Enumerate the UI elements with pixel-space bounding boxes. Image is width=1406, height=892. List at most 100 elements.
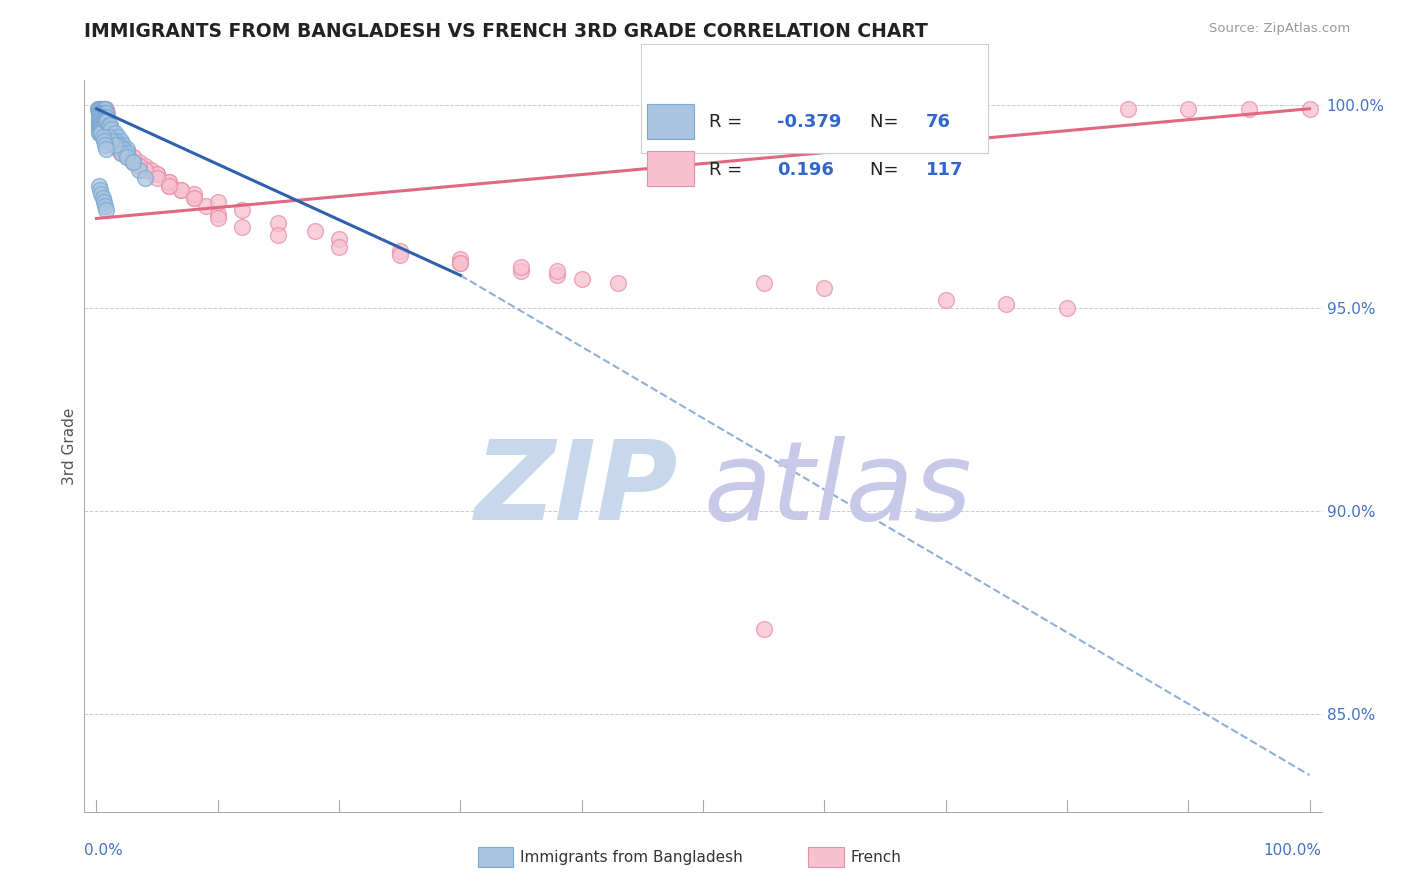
- Text: atlas: atlas: [703, 436, 972, 543]
- Point: [93, 114, 115, 128]
- Point: [90, 110, 112, 124]
- Point: [139, 162, 162, 177]
- Point: [100, 134, 122, 148]
- Point: [107, 138, 129, 153]
- Point: [571, 272, 593, 286]
- Point: [94, 102, 117, 116]
- Point: [89, 105, 111, 120]
- Point: [96, 142, 118, 156]
- Point: [97, 126, 120, 140]
- Point: [96, 102, 118, 116]
- Point: [146, 167, 169, 181]
- Point: [170, 183, 193, 197]
- Point: [134, 170, 156, 185]
- Point: [115, 151, 138, 165]
- Point: [104, 126, 127, 140]
- Point: [91, 105, 114, 120]
- FancyBboxPatch shape: [647, 152, 695, 186]
- Point: [93, 105, 115, 120]
- Point: [328, 232, 350, 246]
- Point: [97, 130, 120, 145]
- Point: [110, 146, 132, 161]
- Point: [510, 264, 533, 278]
- Point: [94, 110, 117, 124]
- Point: [90, 118, 112, 132]
- Point: [231, 219, 253, 234]
- Point: [89, 105, 111, 120]
- Point: [94, 199, 117, 213]
- Text: 0.196: 0.196: [778, 161, 834, 178]
- Point: [128, 154, 150, 169]
- Point: [91, 102, 114, 116]
- Point: [89, 114, 111, 128]
- Point: [96, 110, 118, 124]
- Point: [93, 102, 115, 116]
- Point: [96, 105, 118, 120]
- Point: [122, 151, 145, 165]
- Point: [90, 126, 112, 140]
- Point: [87, 102, 110, 116]
- Point: [510, 260, 533, 275]
- Point: [100, 134, 122, 148]
- Text: ZIP: ZIP: [475, 436, 678, 543]
- Point: [231, 203, 253, 218]
- Point: [87, 126, 110, 140]
- Text: 0.0%: 0.0%: [84, 843, 124, 858]
- Point: [94, 114, 117, 128]
- Text: French: French: [851, 850, 901, 864]
- Point: [89, 110, 111, 124]
- Point: [89, 118, 111, 132]
- Point: [112, 138, 135, 153]
- Text: 117: 117: [925, 161, 963, 178]
- Text: 100.0%: 100.0%: [1264, 843, 1322, 858]
- Text: R =: R =: [709, 161, 748, 178]
- Point: [90, 105, 112, 120]
- Point: [91, 191, 114, 205]
- Point: [93, 114, 115, 128]
- Point: [107, 138, 129, 153]
- Point: [87, 114, 110, 128]
- Point: [91, 110, 114, 124]
- Point: [93, 105, 115, 120]
- Point: [87, 102, 110, 116]
- Point: [90, 102, 112, 116]
- Text: Source: ZipAtlas.com: Source: ZipAtlas.com: [1209, 22, 1350, 36]
- Point: [87, 110, 110, 124]
- Point: [183, 191, 205, 205]
- Point: [157, 178, 180, 193]
- Point: [94, 138, 117, 153]
- Point: [115, 146, 138, 161]
- Point: [1298, 102, 1320, 116]
- Text: 76: 76: [925, 113, 950, 131]
- Point: [96, 114, 118, 128]
- Point: [813, 280, 835, 294]
- Text: R =: R =: [709, 113, 748, 131]
- Point: [89, 114, 111, 128]
- Point: [90, 122, 112, 136]
- Point: [98, 118, 121, 132]
- Text: -0.379: -0.379: [778, 113, 842, 131]
- Point: [90, 122, 112, 136]
- Point: [995, 297, 1018, 311]
- Point: [86, 102, 108, 116]
- Point: [110, 146, 132, 161]
- Point: [122, 154, 145, 169]
- Point: [146, 167, 169, 181]
- Point: [207, 207, 229, 221]
- Point: [91, 110, 114, 124]
- Point: [1177, 102, 1199, 116]
- Text: N=: N=: [870, 113, 904, 131]
- Point: [90, 102, 112, 116]
- Point: [100, 130, 122, 145]
- Point: [96, 114, 118, 128]
- Point: [110, 142, 132, 156]
- Point: [207, 195, 229, 210]
- FancyBboxPatch shape: [641, 44, 987, 153]
- Point: [546, 268, 568, 283]
- Point: [207, 211, 229, 226]
- Point: [1237, 102, 1260, 116]
- Point: [110, 142, 132, 156]
- Y-axis label: 3rd Grade: 3rd Grade: [62, 408, 77, 484]
- Point: [91, 122, 114, 136]
- Point: [90, 187, 112, 202]
